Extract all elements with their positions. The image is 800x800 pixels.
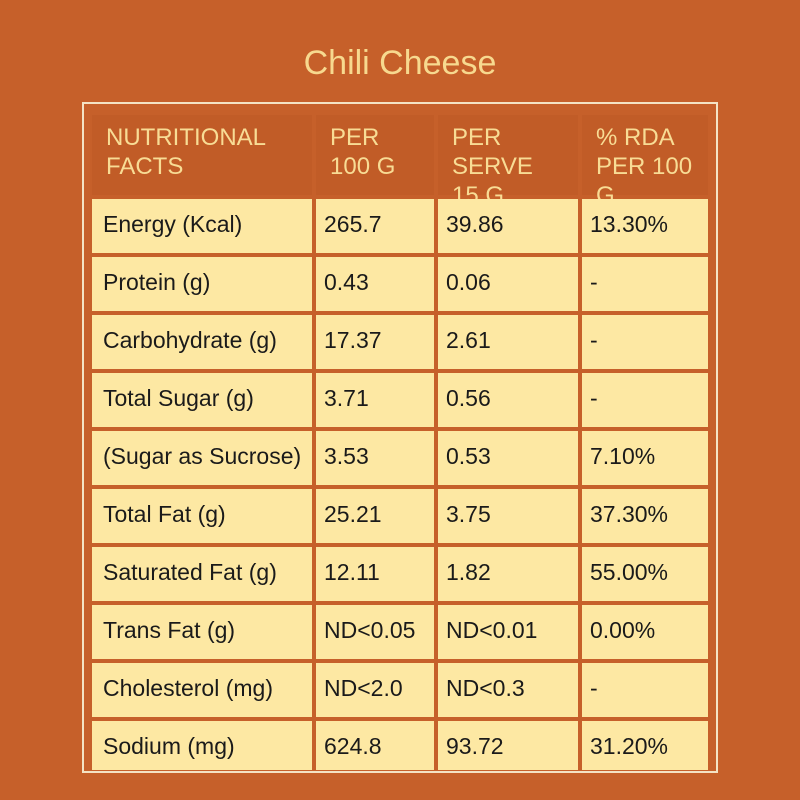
nutrient-name: Energy (Kcal) bbox=[92, 199, 312, 253]
value-cell: 624.8 bbox=[316, 721, 434, 770]
header-text: % RDA bbox=[596, 124, 675, 151]
value-cell: - bbox=[582, 257, 708, 311]
value-cell: 1.82 bbox=[438, 547, 578, 601]
nutrition-table: NUTRITIONAL FACTS PER 100 G PER SERVE 15 G% R… bbox=[92, 115, 708, 770]
nutrient-name: Trans Fat (g) bbox=[92, 605, 312, 659]
value-cell: - bbox=[582, 663, 708, 717]
title: Chili Cheese bbox=[303, 44, 497, 82]
value-cell: 2.61 bbox=[438, 315, 578, 369]
header-text: PER SERVE bbox=[452, 124, 533, 180]
nutrient-name: Total Sugar (g) bbox=[92, 373, 312, 427]
value-cell: 0.53 bbox=[438, 431, 578, 485]
frame bbox=[82, 102, 718, 773]
nutrient-name: Cholesterol (mg) bbox=[92, 663, 312, 717]
header-text: FACTS bbox=[106, 153, 184, 180]
header-cell: % RDA PER 100 G bbox=[582, 115, 708, 209]
value-cell: 31.20% bbox=[582, 721, 708, 770]
value-cell: 37.30% bbox=[582, 489, 708, 543]
value-cell: 55.00% bbox=[582, 547, 708, 601]
header-cell: PER SERVE 15 G bbox=[438, 115, 578, 209]
value-cell: ND<0.3 bbox=[438, 663, 578, 717]
value-cell: 3.53 bbox=[316, 431, 434, 485]
value-cell: 93.72 bbox=[438, 721, 578, 770]
value-cell: 265.7 bbox=[316, 199, 434, 253]
header-cell: PER 100 G bbox=[316, 115, 434, 195]
value-cell: ND<2.0 bbox=[316, 663, 434, 717]
value-cell: 3.71 bbox=[316, 373, 434, 427]
value-cell: ND<0.05 bbox=[316, 605, 434, 659]
value-cell: - bbox=[582, 373, 708, 427]
value-cell: ND<0.01 bbox=[438, 605, 578, 659]
header-text: 100 G bbox=[330, 153, 396, 180]
nutrient-name: Saturated Fat (g) bbox=[92, 547, 312, 601]
nutrient-name: Carbohydrate (g) bbox=[92, 315, 312, 369]
value-cell: 17.37 bbox=[316, 315, 434, 369]
header-text: NUTRITIONAL bbox=[106, 124, 267, 151]
value-cell: - bbox=[582, 315, 708, 369]
value-cell: 0.00% bbox=[582, 605, 708, 659]
value-cell: 39.86 bbox=[438, 199, 578, 253]
value-cell: 3.75 bbox=[438, 489, 578, 543]
value-cell: 13.30% bbox=[582, 199, 708, 253]
value-cell: 0.43 bbox=[316, 257, 434, 311]
nutrient-name: Total Fat (g) bbox=[92, 489, 312, 543]
value-cell: 12.11 bbox=[316, 547, 434, 601]
value-cell: 7.10% bbox=[582, 431, 708, 485]
value-cell: 0.06 bbox=[438, 257, 578, 311]
value-cell: 25.21 bbox=[316, 489, 434, 543]
nutrient-name: Sodium (mg) bbox=[92, 721, 312, 770]
header-text: PER bbox=[330, 124, 380, 151]
value-cell: 0.56 bbox=[438, 373, 578, 427]
header-cell: NUTRITIONAL FACTS bbox=[92, 115, 312, 195]
nutrient-name: Protein (g) bbox=[92, 257, 312, 311]
nutrient-name: (Sugar as Sucrose) bbox=[92, 431, 312, 485]
